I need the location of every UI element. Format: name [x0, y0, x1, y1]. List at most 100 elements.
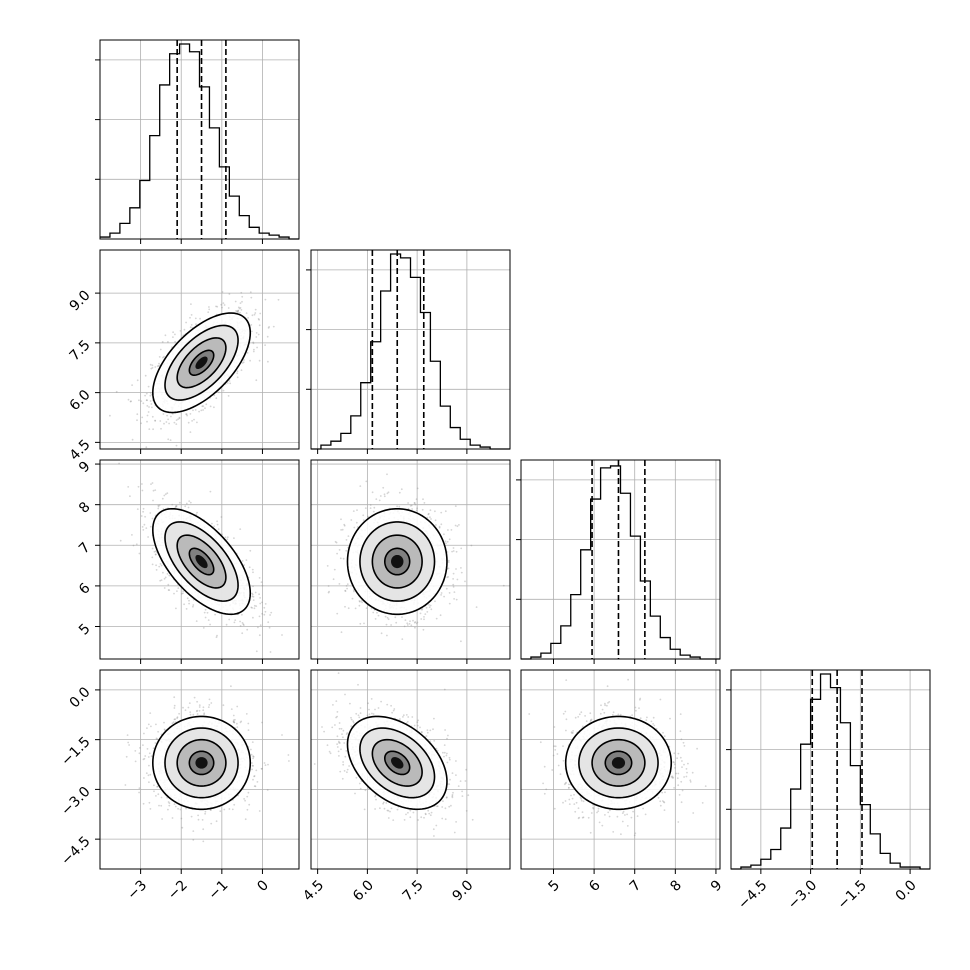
scatter-point [192, 409, 194, 412]
scatter-point [475, 606, 478, 608]
scatter-point [244, 818, 247, 821]
scatter-point [407, 502, 409, 504]
scatter-point [157, 505, 160, 508]
scatter-point [176, 590, 178, 592]
scatter-point [241, 622, 244, 624]
scatter-point [452, 547, 455, 549]
scatter-point [147, 756, 150, 758]
scatter-point [258, 593, 260, 596]
scatter-point [193, 696, 196, 699]
scatter-point [258, 359, 261, 362]
scatter-point [249, 359, 252, 362]
scatter-point [413, 502, 416, 504]
scatter-point [127, 741, 130, 744]
scatter-point [234, 718, 236, 721]
scatter-point [194, 317, 197, 320]
scatter-point [439, 614, 442, 617]
scatter-point [178, 416, 181, 419]
scatter-point [136, 419, 138, 422]
scatter-point [240, 720, 243, 723]
scatter-point [400, 488, 403, 491]
scatter-point [203, 611, 206, 614]
scatter-point [233, 621, 236, 624]
scatter-point [204, 608, 207, 611]
scatter-point [336, 552, 338, 555]
scatter-point [447, 559, 450, 562]
scatter-point [196, 713, 199, 715]
scatter-point [225, 623, 228, 626]
scatter-point [426, 516, 429, 519]
scatter-point [145, 392, 148, 395]
scatter-point [146, 405, 149, 407]
scatter-point [160, 796, 163, 799]
scatter-point [166, 573, 169, 575]
scatter-point [334, 540, 337, 543]
scatter-point [151, 482, 154, 484]
scatter-point [223, 808, 226, 811]
scatter-point [217, 528, 220, 530]
axes-frame [520, 459, 721, 660]
scatter-point [146, 399, 148, 402]
scatter-point [250, 324, 253, 326]
scatter-point [422, 628, 425, 631]
scatter-point [269, 614, 271, 616]
scatter-point [252, 585, 254, 588]
scatter-point [150, 403, 153, 405]
scatter-point [401, 638, 404, 640]
scatter-point [149, 712, 152, 714]
scatter-point [460, 571, 463, 574]
scatter-point [189, 413, 192, 415]
scatter-point [421, 508, 424, 511]
scatter-point [347, 607, 350, 610]
scatter-point [192, 605, 194, 608]
scatter-point [258, 615, 261, 618]
scatter-point [147, 411, 150, 413]
scatter-point [253, 604, 256, 607]
scatter-point [185, 502, 188, 505]
scatter-point [359, 622, 362, 625]
scatter-point [423, 502, 426, 504]
axes-frame [310, 459, 511, 660]
scatter-point [342, 557, 345, 560]
scatter-point [136, 508, 139, 510]
scatter-point [255, 650, 258, 653]
scatter-point [132, 544, 135, 547]
scatter-point [332, 578, 335, 581]
scatter-point [158, 362, 160, 365]
scatter-point [346, 587, 348, 590]
scatter-point [250, 753, 253, 756]
scatter-point [167, 341, 169, 343]
scatter-point [215, 305, 217, 308]
scatter-point [452, 572, 455, 575]
scatter-point [414, 503, 417, 506]
scatter-point [268, 626, 271, 629]
scatter-point [386, 492, 389, 495]
scatter-point [217, 391, 220, 394]
scatter-point [385, 623, 388, 626]
scatter-point [434, 519, 437, 522]
scatter-point [352, 589, 355, 591]
scatter-point [248, 803, 251, 806]
scatter-point [454, 505, 457, 507]
scatter-point [377, 614, 380, 617]
scatter-point [148, 406, 150, 408]
scatter-point [142, 758, 145, 761]
scatter-point [178, 417, 181, 420]
scatter-point [386, 473, 388, 476]
scatter-point [177, 418, 180, 421]
scatter-point [228, 293, 231, 295]
scatter-point [259, 602, 262, 605]
scatter-point [188, 500, 191, 502]
scatter-point [216, 305, 219, 308]
scatter-point [173, 421, 176, 424]
contour-line-3 [346, 507, 448, 616]
scatter-point [163, 494, 166, 497]
scatter-point [452, 550, 455, 552]
scatter-point [118, 462, 120, 465]
scatter-point [213, 525, 216, 528]
scatter-point [382, 486, 385, 489]
scatter-point [344, 605, 346, 608]
scatter-point [350, 519, 353, 521]
scatter-point [347, 535, 350, 537]
scatter-point [416, 507, 418, 510]
